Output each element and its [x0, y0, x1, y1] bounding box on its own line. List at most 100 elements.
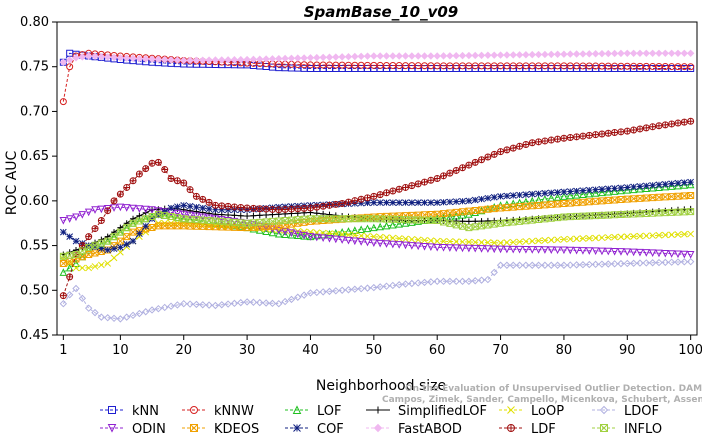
data-point-fastabod	[173, 56, 182, 64]
data-point-loop	[72, 264, 80, 272]
data-point-ldof	[351, 285, 359, 293]
series-knnw	[59, 49, 695, 106]
data-point-ldf	[154, 158, 162, 166]
data-point-fastabod	[686, 49, 695, 58]
data-point-fastabod	[91, 52, 99, 61]
data-point-cof	[617, 184, 625, 192]
data-point-fastabod	[224, 56, 232, 64]
data-point-cof	[503, 192, 511, 200]
data-point-cof	[642, 182, 650, 190]
legend-item-fastabod: FastABOD	[366, 422, 462, 434]
data-point-fastabod	[167, 56, 175, 64]
data-point-fastabod	[382, 52, 391, 60]
data-point-ldf	[585, 131, 593, 139]
data-point-fastabod	[344, 52, 353, 61]
data-point-odin	[648, 249, 657, 258]
data-point-ldf	[104, 207, 112, 215]
data-point-fastabod	[629, 49, 638, 58]
data-point-odin	[319, 234, 327, 242]
data-point-cof	[497, 193, 504, 200]
data-point-lof	[312, 231, 321, 240]
data-point-ldf	[522, 141, 530, 149]
legend-label-inflo: INFLO	[624, 422, 662, 434]
data-point-loop	[535, 237, 542, 245]
data-point-ldf	[218, 202, 226, 210]
data-point-odin	[655, 249, 663, 258]
data-point-ldf	[376, 191, 384, 199]
y-axis-title: ROC AUC	[4, 150, 20, 215]
data-point-ldof	[192, 300, 201, 309]
data-point-cof	[585, 186, 593, 194]
data-point-fastabod	[490, 51, 498, 59]
data-point-ldf	[344, 198, 352, 206]
data-point-ldof	[142, 308, 150, 316]
data-point-loop	[604, 234, 612, 241]
data-point-ldof	[560, 261, 568, 269]
y-tick-label: 0.50	[20, 283, 49, 298]
data-point-loop	[98, 261, 105, 269]
data-point-cof	[687, 178, 695, 186]
data-point-kdeos	[91, 249, 99, 257]
data-point-odin	[306, 233, 315, 241]
data-point-loop	[503, 239, 511, 246]
data-point-fastabod	[648, 49, 657, 58]
data-point-ldof	[122, 313, 131, 321]
data-point-ldf	[649, 123, 657, 131]
data-point-ldof	[110, 314, 118, 323]
data-point-odin	[465, 244, 473, 253]
data-point-ldof	[541, 261, 549, 269]
data-point-ldf	[294, 205, 302, 213]
data-point-ldf	[142, 165, 150, 173]
data-point-odin	[332, 235, 340, 244]
data-point-cof	[636, 183, 644, 190]
data-point-cof	[649, 181, 656, 189]
data-point-loop	[433, 237, 441, 245]
data-point-cof	[376, 199, 384, 206]
data-point-odin	[148, 206, 156, 214]
data-point-ldof	[97, 313, 106, 321]
data-point-ldof	[344, 286, 353, 294]
data-point-ldof	[186, 300, 194, 308]
data-point-ldf	[338, 200, 346, 208]
data-point-ldf	[636, 125, 644, 133]
data-point-fastabod	[338, 53, 346, 61]
data-point-cof	[421, 199, 428, 206]
data-point-ldf	[452, 166, 460, 174]
data-point-odin	[141, 205, 150, 214]
data-point-ldf	[642, 124, 650, 132]
data-point-fastabod	[591, 50, 600, 58]
data-point-fastabod	[376, 52, 384, 60]
data-point-fastabod	[129, 54, 137, 63]
data-point-ldof	[161, 303, 169, 312]
data-point-cof	[427, 199, 435, 206]
data-point-cof	[573, 187, 580, 195]
data-point-fastabod	[496, 51, 505, 59]
data-point-cof	[566, 188, 574, 195]
data-point-fastabod	[59, 58, 68, 66]
data-point-odin	[484, 245, 492, 253]
data-point-ldf	[395, 185, 403, 193]
data-point-kdeos	[85, 251, 93, 259]
data-point-cof	[59, 228, 67, 236]
data-point-ldf	[541, 137, 549, 145]
data-point-lof	[293, 231, 302, 240]
data-point-inflo	[116, 228, 124, 236]
data-point-inflo	[129, 219, 137, 227]
data-point-loop	[91, 263, 99, 270]
x-tick-label: 20	[175, 343, 192, 358]
data-point-ldf	[414, 180, 422, 188]
data-point-ldf	[509, 144, 517, 152]
data-point-odin	[312, 233, 321, 242]
data-point-ldof	[591, 260, 600, 269]
data-point-lof	[674, 181, 682, 190]
data-point-lof	[401, 219, 410, 227]
data-point-loop	[623, 233, 631, 240]
data-point-lof	[351, 226, 359, 234]
series-line-ldof	[62, 261, 691, 320]
data-point-ldf	[566, 134, 574, 142]
data-point-ldf	[116, 190, 124, 198]
data-point-cof	[459, 197, 466, 205]
data-point-simplifiedlof	[104, 233, 111, 240]
data-point-kdeos	[440, 210, 448, 218]
data-point-kdeos	[661, 193, 669, 201]
